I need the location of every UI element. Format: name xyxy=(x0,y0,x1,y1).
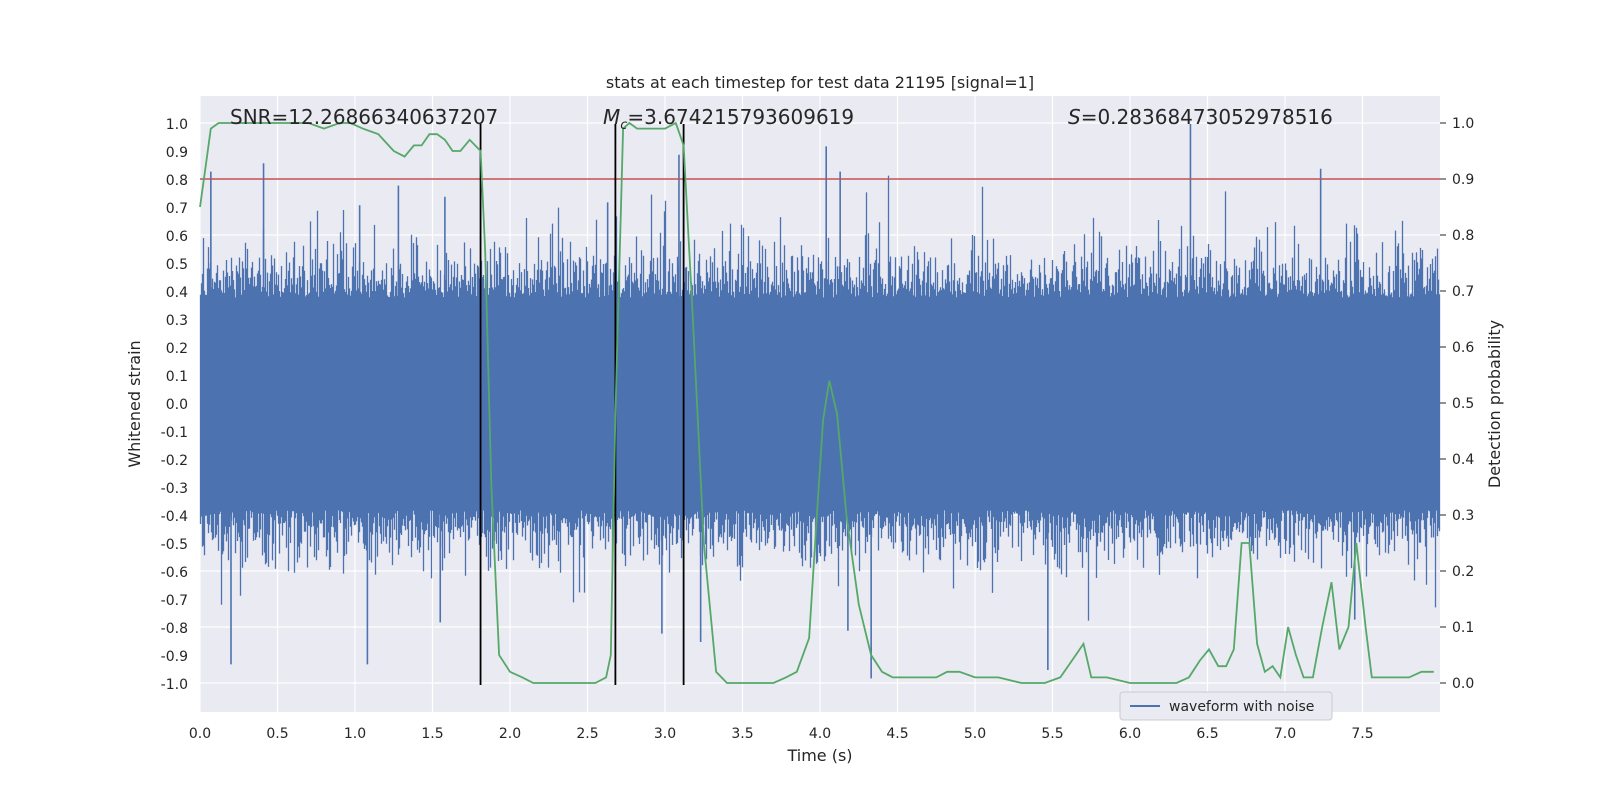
x-tick-label: 1.0 xyxy=(344,726,366,742)
chirp-mass-subscript: c xyxy=(620,118,627,133)
y-tick-label: -0.7 xyxy=(161,593,188,609)
y-tick-label: 0.5 xyxy=(166,257,188,273)
snr-annotation: SNR=12.26866340637207 xyxy=(230,105,498,129)
chart-title: stats at each timestep for test data 211… xyxy=(606,73,1034,92)
y2-tick-label: 0.9 xyxy=(1452,172,1474,188)
y2-ticks: 1.0 0.9 0.8 0.7 0.6 0.5 0.4 0.3 0.2 0.1 0.0 xyxy=(1440,116,1474,692)
y-tick-label: 0.8 xyxy=(166,173,188,189)
y-tick-label: -0.9 xyxy=(161,649,188,665)
y-tick-label: -0.2 xyxy=(161,453,188,469)
y2-tick-label: 0.2 xyxy=(1452,564,1474,580)
x-tick-label: 0.0 xyxy=(189,726,211,742)
chirp-mass-symbol: M xyxy=(603,105,620,129)
y-tick-label: 0.2 xyxy=(166,341,188,357)
legend: waveform with noise xyxy=(1119,691,1333,721)
x-tick-label: 7.5 xyxy=(1351,726,1373,742)
y-tick-label: -0.4 xyxy=(161,509,188,525)
x-axis-label: Time (s) xyxy=(786,746,852,765)
x-tick-label: 3.0 xyxy=(654,726,676,742)
x-tick-label: 3.5 xyxy=(731,726,753,742)
s-symbol: S xyxy=(1068,105,1081,129)
y2-tick-label: 0.0 xyxy=(1452,676,1474,692)
x-tick-label: 6.0 xyxy=(1119,726,1141,742)
strain-series xyxy=(199,124,1441,679)
y2-tick-label: 0.7 xyxy=(1452,284,1474,300)
y2-tick-label: 0.8 xyxy=(1452,228,1474,244)
legend-label: waveform with noise xyxy=(1169,699,1314,715)
y-tick-label: 0.1 xyxy=(166,369,188,385)
x-ticks: 0.0 0.5 1.0 1.5 2.0 2.5 3.0 3.5 4.0 4.5 5.0 5.5 6.0 6… xyxy=(189,726,1374,742)
y-tick-label: 0.0 xyxy=(166,397,188,413)
y-ticks: 1.0 0.9 0.8 0.7 0.6 0.5 0.4 0.3 0.2 0.1 0.0 -0.1 -0.… xyxy=(161,117,188,693)
s-value: =0.28368473052978516 xyxy=(1081,105,1333,129)
x-tick-label: 2.5 xyxy=(576,726,598,742)
x-tick-label: 6.5 xyxy=(1196,726,1218,742)
y-tick-label: 0.4 xyxy=(166,285,188,301)
y-tick-label: -1.0 xyxy=(161,677,188,693)
y2-tick-label: 0.3 xyxy=(1452,508,1474,524)
y2-tick-label: 0.4 xyxy=(1452,452,1474,468)
x-tick-label: 5.0 xyxy=(964,726,986,742)
y2-tick-label: 0.1 xyxy=(1452,620,1474,636)
y-tick-label: 1.0 xyxy=(166,117,188,133)
x-tick-label: 7.0 xyxy=(1274,726,1296,742)
y-tick-label: 0.9 xyxy=(166,145,188,161)
y-tick-label: -0.1 xyxy=(161,425,188,441)
y-tick-label: 0.6 xyxy=(166,229,188,245)
y2-tick-label: 0.6 xyxy=(1452,340,1474,356)
legend-box xyxy=(1119,691,1333,721)
y-tick-label: -0.8 xyxy=(161,621,188,637)
y-tick-label: -0.6 xyxy=(161,565,188,581)
x-tick-label: 5.5 xyxy=(1041,726,1063,742)
x-tick-label: 4.0 xyxy=(809,726,831,742)
y-axis-label: Whitened strain xyxy=(125,340,144,467)
chirp-mass-value: =3.674215793609619 xyxy=(627,105,854,129)
x-tick-label: 2.0 xyxy=(499,726,521,742)
chirp-mass-annotation: Mc=3.674215793609619 xyxy=(603,105,854,133)
s-annotation: S=0.28368473052978516 xyxy=(1068,105,1333,129)
x-tick-label: 1.5 xyxy=(421,726,443,742)
y2-tick-label: 1.0 xyxy=(1452,116,1474,132)
y2-tick-label: 0.5 xyxy=(1452,396,1474,412)
y2-axis-label: Detection probability xyxy=(1485,320,1504,488)
y-tick-label: 0.3 xyxy=(166,313,188,329)
x-tick-label: 4.5 xyxy=(886,726,908,742)
y-tick-label: -0.5 xyxy=(161,537,188,553)
y-tick-label: -0.3 xyxy=(161,481,188,497)
y-tick-label: 0.7 xyxy=(166,201,188,217)
detection-probability-line xyxy=(199,121,1434,684)
strain-noise-band xyxy=(199,175,1441,621)
x-tick-label: 0.5 xyxy=(266,726,288,742)
